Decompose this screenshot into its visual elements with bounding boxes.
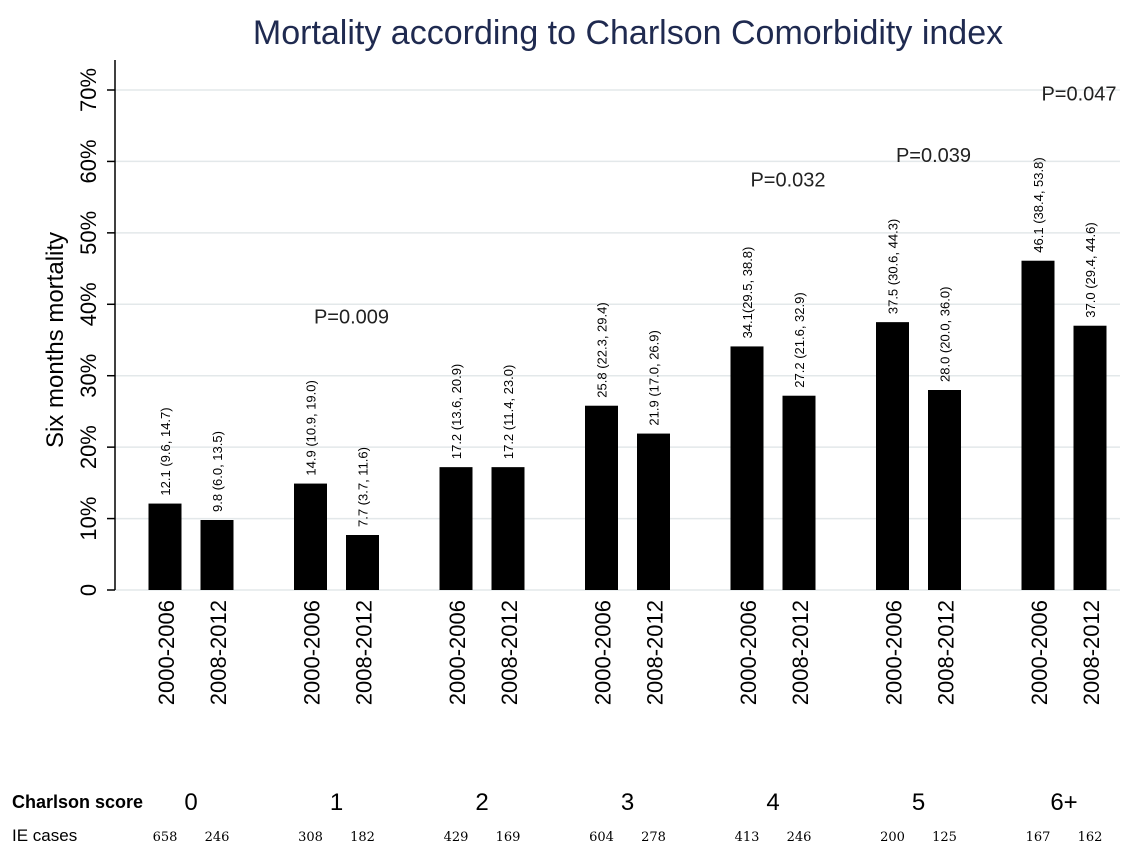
bar — [200, 520, 234, 590]
bar — [585, 405, 618, 590]
value-label: 37.5 (30.6, 44.3) — [886, 219, 901, 314]
y-tick-label: 0 — [76, 584, 101, 596]
group-label: 1 — [330, 789, 343, 816]
ie-cases: 200 — [880, 830, 905, 845]
y-tick-label: 60% — [76, 139, 101, 183]
group-label: 5 — [912, 789, 925, 816]
x-tick-label: 2008-2012 — [352, 600, 377, 705]
x-tick-label: 2000-2006 — [882, 600, 907, 705]
bar — [439, 467, 473, 590]
bar — [294, 483, 327, 590]
x-tick-label: 2000-2006 — [736, 600, 761, 705]
bar — [1073, 325, 1107, 590]
x-tick-label: 2008-2012 — [206, 600, 231, 705]
bar — [491, 467, 525, 590]
group-label: 2 — [475, 789, 488, 816]
bar — [782, 395, 816, 590]
ie-cases: 246 — [205, 830, 230, 845]
value-label: 34.1(29.5, 38.8) — [740, 247, 755, 339]
x-tick-label: 2008-2012 — [788, 600, 813, 705]
y-tick-label: 40% — [76, 282, 101, 326]
group-label: 6+ — [1050, 789, 1077, 816]
bar — [730, 346, 764, 590]
x-tick-label: 2000-2006 — [300, 600, 325, 705]
value-label: 9.8 (6.0, 13.5) — [210, 431, 225, 512]
ie-cases: 413 — [735, 830, 760, 845]
chart-title: Mortality according to Charlson Comorbid… — [253, 14, 1003, 52]
ie-cases: 658 — [153, 830, 178, 845]
p-value: P=0.009 — [314, 307, 389, 329]
group-title: Charlson score — [12, 792, 143, 812]
ie-cases: 162 — [1078, 830, 1103, 845]
x-tick-label: 2000-2006 — [1027, 600, 1052, 705]
value-label: 25.8 (22.3, 29.4) — [595, 302, 610, 397]
group-label: 3 — [621, 789, 634, 816]
group-label: 0 — [184, 789, 197, 816]
bar — [876, 322, 909, 590]
cases-title: IE cases — [12, 826, 77, 845]
value-label: 17.2 (11.4, 23.0) — [501, 365, 516, 459]
p-value: P=0.032 — [750, 169, 825, 191]
group-label: 4 — [766, 789, 779, 816]
x-tick-label: 2000-2006 — [154, 600, 179, 705]
y-tick-label: 70% — [76, 68, 101, 112]
ie-cases: 167 — [1026, 830, 1051, 845]
ie-cases: 246 — [787, 830, 812, 845]
value-label: 27.2 (21.6, 32.9) — [792, 292, 807, 387]
bar — [148, 503, 182, 590]
ie-cases: 125 — [932, 830, 957, 845]
ie-cases: 308 — [298, 830, 323, 845]
ie-cases: 278 — [641, 830, 666, 845]
y-tick-label: 50% — [76, 211, 101, 255]
x-tick-label: 2000-2006 — [591, 600, 616, 705]
x-tick-label: 2008-2012 — [643, 600, 668, 705]
ie-cases: 604 — [589, 830, 614, 845]
value-label: 12.1 (9.6, 14.7) — [158, 407, 173, 495]
value-label: 28.0 (20.0, 36.0) — [938, 287, 953, 382]
x-tick-label: 2000-2006 — [445, 600, 470, 705]
ie-cases: 429 — [444, 830, 469, 845]
y-tick-label: 20% — [76, 425, 101, 469]
p-value: P=0.047 — [1041, 84, 1116, 106]
y-tick-label: 30% — [76, 354, 101, 398]
value-label: 46.1 (38.4, 53.8) — [1031, 157, 1046, 252]
value-label: 21.9 (17.0, 26.9) — [647, 330, 662, 425]
x-tick-label: 2008-2012 — [1079, 600, 1104, 705]
x-tick-label: 2008-2012 — [934, 600, 959, 705]
x-tick-label: 2008-2012 — [497, 600, 522, 705]
y-axis-label: Six months mortality — [42, 232, 69, 448]
value-label: 17.2 (13.6, 20.9) — [449, 364, 464, 459]
bar — [346, 535, 379, 590]
value-label: 14.9 (10.9, 19.0) — [304, 380, 319, 475]
value-label: 37.0 (29.4, 44.6) — [1083, 222, 1098, 317]
y-tick-label: 10% — [76, 497, 101, 541]
bar — [928, 390, 961, 590]
p-value: P=0.039 — [896, 145, 971, 167]
ie-cases: 169 — [496, 830, 521, 845]
bar — [1021, 260, 1055, 590]
value-label: 7.7 (3.7, 11.6) — [356, 447, 371, 527]
bar — [637, 433, 670, 590]
ie-cases: 182 — [350, 830, 375, 845]
